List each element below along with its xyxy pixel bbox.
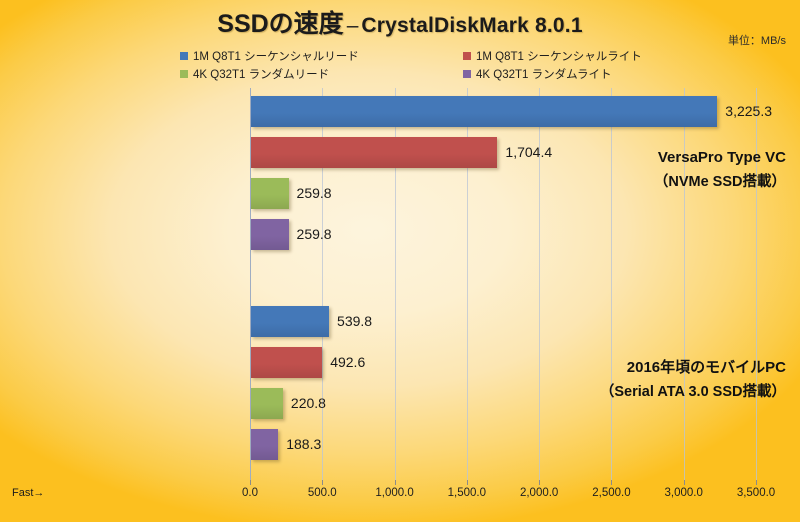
legend-item[interactable]: 1M Q8T1 シーケンシャルリード bbox=[180, 48, 463, 64]
legend-label: 1M Q8T1 シーケンシャルリード bbox=[193, 51, 359, 63]
category-label-line1: VersaPro Type VC bbox=[657, 149, 786, 166]
gridline bbox=[756, 88, 757, 480]
tick-mark bbox=[756, 480, 757, 485]
bar-value-label: 539.8 bbox=[337, 313, 373, 329]
bar[interactable] bbox=[251, 347, 323, 378]
gridline bbox=[683, 88, 685, 480]
legend-label: 1M Q8T1 シーケンシャルライト bbox=[476, 51, 642, 63]
bar-value-label: 188.3 bbox=[286, 436, 322, 452]
x-tick-label: 500.0 bbox=[307, 487, 337, 499]
chart-title: SSDの速度 – CrystalDiskMark 8.0.1 bbox=[0, 4, 800, 40]
legend-swatch-icon bbox=[463, 52, 471, 60]
category-label-line2: （Serial ATA 3.0 SSD搭載） bbox=[599, 384, 786, 400]
chart-title-japanese: SSDの速度 bbox=[217, 10, 344, 38]
axis-line bbox=[250, 88, 251, 480]
tick-mark bbox=[539, 480, 541, 485]
tick-mark bbox=[611, 480, 613, 485]
legend-label: 4K Q32T1 ランダムライト bbox=[476, 69, 612, 81]
gridline bbox=[466, 88, 468, 480]
legend-swatch-icon bbox=[463, 70, 471, 78]
gridline bbox=[322, 88, 324, 480]
x-tick-label: 3,000.0 bbox=[664, 487, 703, 499]
tick-mark bbox=[394, 480, 396, 485]
tick-mark bbox=[683, 480, 685, 485]
legend-swatch-icon bbox=[180, 52, 188, 60]
legend-item[interactable]: 4K Q32T1 ランダムライト bbox=[463, 66, 680, 82]
x-tick-label: 2,500.0 bbox=[592, 487, 631, 499]
bar-value-label: 220.8 bbox=[290, 395, 326, 411]
x-tick-label: 3,500.0 bbox=[736, 487, 776, 499]
bar[interactable] bbox=[251, 137, 498, 168]
gridline bbox=[611, 88, 613, 480]
category-label-line2: （NVMe SSD搭載） bbox=[653, 174, 786, 190]
bar-value-label: 259.8 bbox=[296, 226, 332, 242]
bar[interactable] bbox=[251, 178, 289, 209]
bar[interactable] bbox=[251, 429, 279, 460]
bar-value-label: 259.8 bbox=[296, 185, 332, 201]
gridline bbox=[394, 88, 396, 480]
legend-swatch-icon bbox=[180, 70, 188, 78]
tick-mark bbox=[322, 480, 324, 485]
gridline bbox=[539, 88, 541, 480]
fast-direction-note: Fast→ bbox=[12, 487, 45, 499]
bar[interactable] bbox=[251, 388, 283, 419]
tick-mark bbox=[466, 480, 468, 485]
x-tick-label: 1,000.0 bbox=[375, 487, 414, 499]
category-label: VersaPro Type VC （NVMe SSD搭載） bbox=[654, 146, 786, 194]
bar-value-label: 492.6 bbox=[330, 354, 366, 370]
bar-value-label: 3,225.3 bbox=[725, 103, 772, 119]
plot-area: 3,225.3 1,704.4 259.8 259.8 539.8 492.6 220.8 1… bbox=[250, 88, 772, 480]
x-axis: 0.0 500.0 1,000.0 1,500.0 2,000.0 2,500.0 3,00… bbox=[242, 480, 775, 510]
bar[interactable] bbox=[251, 96, 718, 127]
chart-legend: 1M Q8T1 シーケンシャルリード 1M Q8T1 シーケンシャルライト 4K Q… bbox=[180, 47, 680, 83]
x-tick-label: 0.0 bbox=[242, 487, 258, 499]
category-label-line1: 2016年頃のモバイルPC bbox=[626, 359, 786, 376]
x-tick-label: 2,000.0 bbox=[519, 487, 559, 499]
bar-value-label: 1,704.4 bbox=[505, 144, 553, 160]
category-label: 2016年頃のモバイルPC （Serial ATA 3.0 SSD搭載） bbox=[600, 356, 786, 404]
unit-note: 単位：MB/s bbox=[727, 35, 786, 47]
chart-title-english: CrystalDiskMark 8.0.1 bbox=[361, 14, 583, 37]
bar[interactable] bbox=[251, 219, 289, 250]
tick-mark bbox=[250, 480, 251, 485]
legend-item[interactable]: 1M Q8T1 シーケンシャルライト bbox=[463, 48, 680, 64]
legend-item[interactable]: 4K Q32T1 ランダムリード bbox=[180, 66, 463, 82]
bar[interactable] bbox=[251, 306, 330, 337]
chart-title-separator: – bbox=[346, 14, 359, 37]
x-tick-label: 1,500.0 bbox=[447, 487, 487, 499]
legend-label: 4K Q32T1 ランダムリード bbox=[193, 69, 330, 81]
